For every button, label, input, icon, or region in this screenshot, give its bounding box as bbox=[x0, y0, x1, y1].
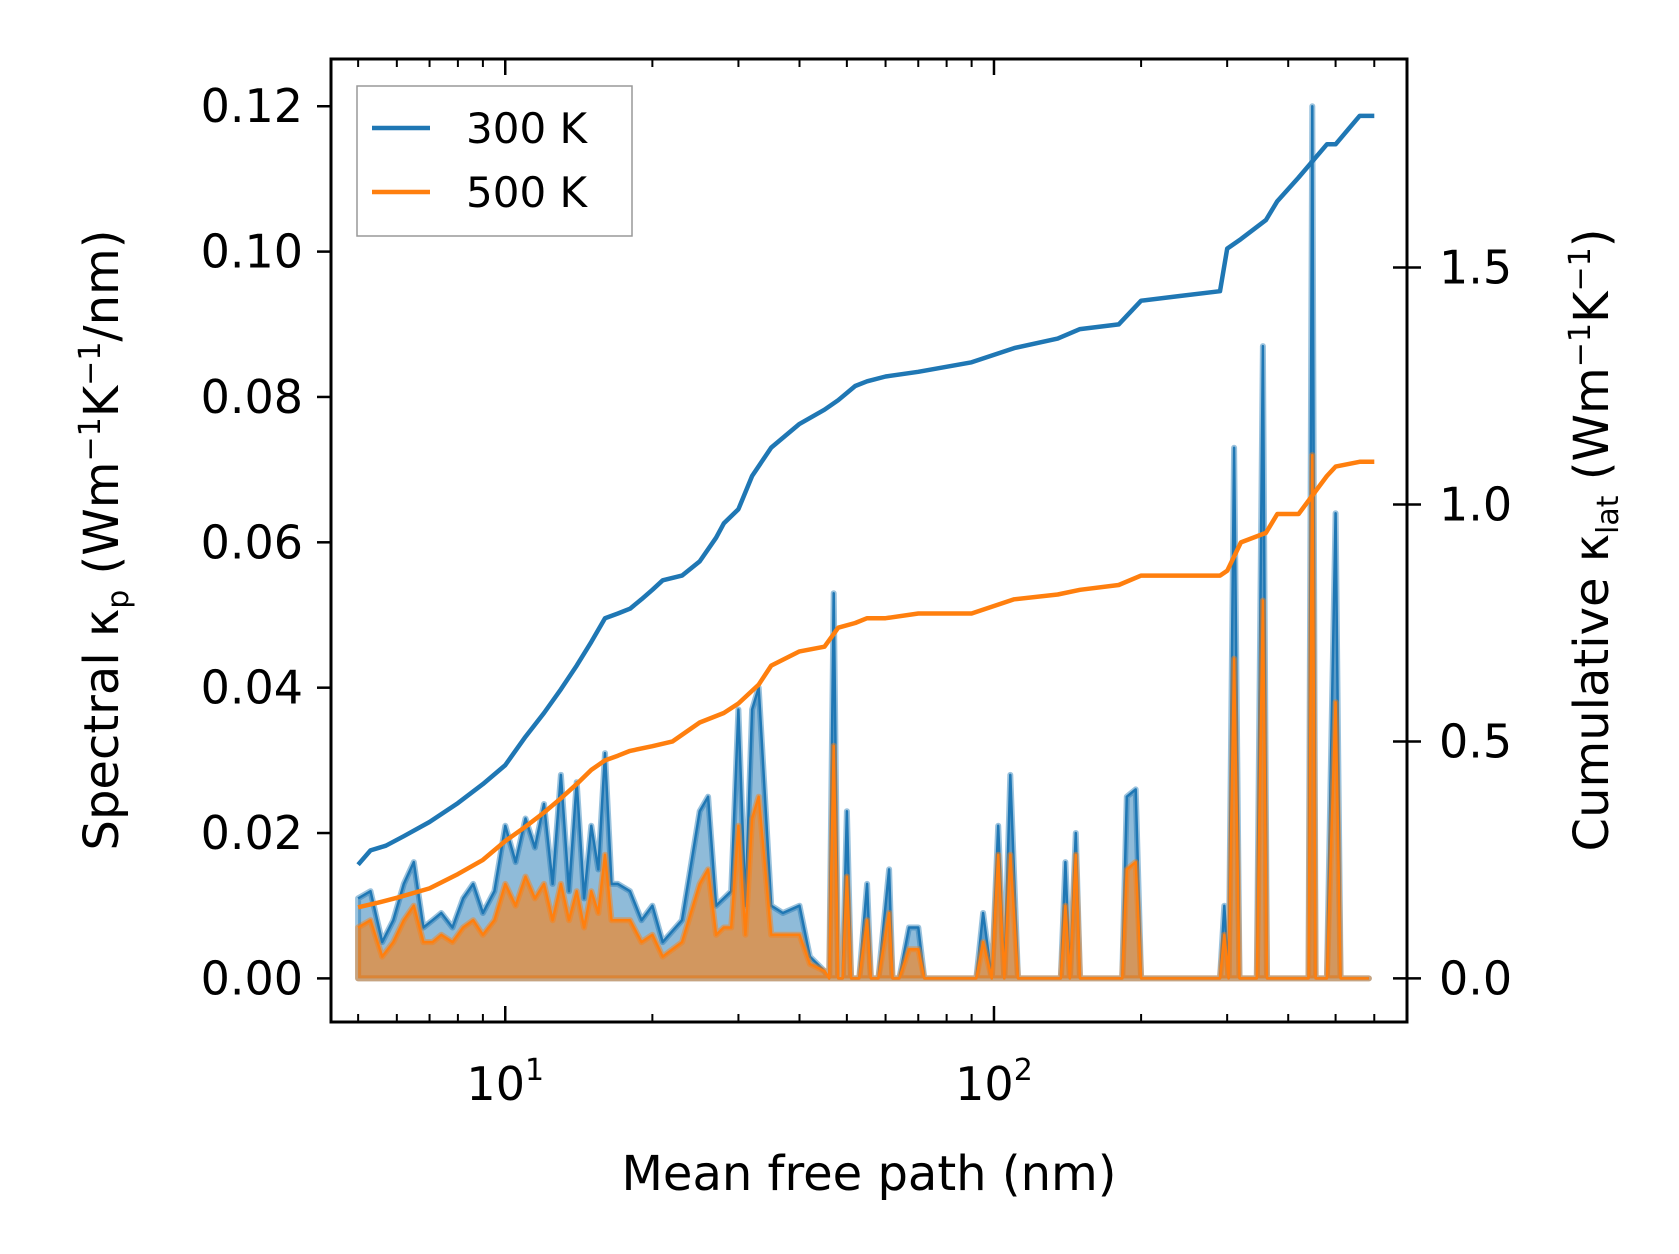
y-left-label-prefix: Spectral κ bbox=[74, 609, 130, 851]
x-tick-label-exp: 2 bbox=[1014, 1053, 1033, 1088]
y-left-label-units-open: (Wm bbox=[74, 462, 130, 590]
y-right-label-mid: K bbox=[1564, 290, 1620, 323]
y-left-tick-label: 0.00 bbox=[201, 951, 303, 1005]
cumulative-line-300k bbox=[356, 113, 1375, 867]
legend-box bbox=[356, 85, 633, 237]
y-right-tick-label: 1.5 bbox=[1439, 241, 1512, 295]
y-right-tick-label: 1.0 bbox=[1439, 477, 1512, 531]
axis-ticks: 101 1020.000.020.040.060.080.100.120.00.5… bbox=[201, 59, 1512, 1111]
spectral-fills bbox=[355, 103, 1372, 982]
y-right-axis-label: Cumulative κlat (Wm−1K−1) bbox=[1563, 229, 1626, 852]
cumulative-line-500k bbox=[357, 459, 1375, 910]
y-right-tick-label: 0.5 bbox=[1439, 714, 1512, 768]
x-tick-label-base: 10 bbox=[466, 1057, 525, 1111]
y-left-label-units-close: /nm) bbox=[74, 230, 130, 342]
y-right-tick-label: 0.0 bbox=[1439, 951, 1512, 1005]
y-right-label-prefix: Cumulative κ bbox=[1564, 534, 1620, 852]
y-right-label-sup2: −1 bbox=[1563, 247, 1598, 291]
y-left-tick-label: 0.12 bbox=[201, 79, 303, 133]
data-lines bbox=[356, 113, 1375, 910]
y-left-tick-label: 0.04 bbox=[201, 661, 303, 715]
y-left-label-sub: p bbox=[101, 590, 136, 609]
legend: 300 K 500 K bbox=[356, 85, 633, 237]
y-right-label-sup1: −1 bbox=[1563, 323, 1598, 367]
y-left-tick-label: 0.06 bbox=[201, 515, 303, 569]
x-tick-label: 101 bbox=[466, 1053, 544, 1111]
y-left-tick-label: 0.10 bbox=[201, 225, 303, 279]
y-right-label-sub: lat bbox=[1591, 495, 1626, 534]
y-left-tick-label: 0.08 bbox=[201, 370, 303, 424]
x-tick-label-base: 10 bbox=[955, 1057, 1014, 1111]
y-left-label-sup2: −1 bbox=[73, 342, 108, 386]
y-right-label-units-close: ) bbox=[1564, 229, 1620, 248]
spectral-area-300k bbox=[355, 103, 1372, 982]
x-tick-label: 102 bbox=[955, 1053, 1033, 1111]
legend-label-300k: 300 K bbox=[466, 104, 589, 153]
y-left-axis-label: Spectral κp (Wm−1K−1/nm) bbox=[73, 230, 136, 851]
y-left-tick-label: 0.02 bbox=[201, 806, 303, 860]
legend-label-500k: 500 K bbox=[466, 168, 589, 217]
y-left-label-sup1: −1 bbox=[73, 417, 108, 461]
y-right-label-units-open: (Wm bbox=[1564, 367, 1620, 495]
spectral-line-500k bbox=[357, 453, 1369, 980]
x-tick-label-exp: 1 bbox=[525, 1053, 544, 1088]
plot-frame bbox=[329, 57, 1409, 1024]
y-left-label-mid: K bbox=[74, 384, 130, 417]
x-axis-label: Mean free path (nm) bbox=[622, 1146, 1117, 1202]
